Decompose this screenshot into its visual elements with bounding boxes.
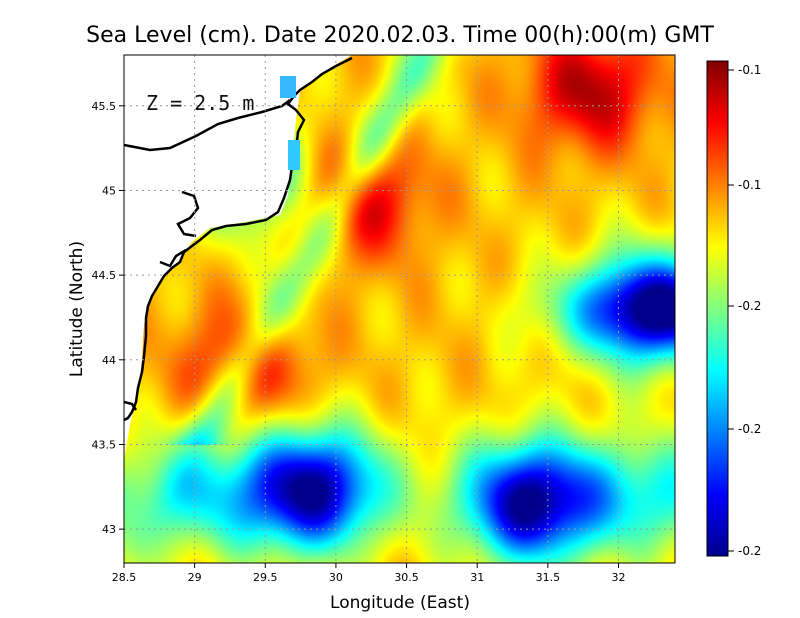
coastline-inlet	[159, 248, 187, 268]
plot-area	[124, 55, 675, 563]
coastline-inlet	[124, 99, 291, 152]
y-axis-label: Latitude (North)	[67, 241, 87, 377]
depth-annotation: Z = 2.5 m	[146, 91, 254, 115]
y-tick-label: 44	[102, 354, 116, 367]
x-tick-label: 29	[188, 571, 202, 584]
y-tick-label: 44.5	[92, 269, 117, 282]
x-tick-label: 28.5	[112, 571, 137, 584]
coastal-patch	[288, 140, 300, 170]
x-tick-label: 31	[470, 571, 484, 584]
colorbar-frame	[706, 60, 729, 557]
y-tick-label: 45.5	[92, 100, 117, 113]
coastline	[124, 56, 353, 422]
chart-title: Sea Level (cm). Date 2020.02.03. Time 00…	[86, 23, 714, 48]
x-tick-label: 30.5	[394, 571, 419, 584]
x-axis: 28.5 29 29.5 30 30.5 31 31.5 32	[112, 563, 625, 584]
plot-frame	[123, 54, 676, 564]
colorbar-bar	[707, 61, 728, 556]
colorbar-tick-label: -0.1	[738, 63, 761, 77]
coastline-inlet	[176, 190, 200, 238]
y-tick-label: 45	[102, 184, 116, 197]
y-axis: 43 43.5 44 44.5 45 45.5	[92, 100, 124, 536]
x-tick-label: 29.5	[253, 571, 278, 584]
coastal-patch	[280, 76, 296, 98]
y-tick-label: 43	[102, 523, 116, 536]
colorbar-tick-label: -0.2	[738, 299, 761, 313]
x-tick-label: 31.5	[536, 571, 561, 584]
x-tick-label: 32	[611, 571, 625, 584]
x-axis-label: Longitude (East)	[330, 593, 470, 613]
y-tick-label: 43.5	[92, 438, 117, 451]
x-tick-label: 30	[329, 571, 343, 584]
colorbar-tick-label: -0.2	[738, 422, 761, 436]
colorbar: -0.1 -0.1 -0.2 -0.2 -0.2	[706, 60, 761, 558]
colorbar-tick-label: -0.1	[738, 178, 761, 192]
colorbar-ticks: -0.1 -0.1 -0.2 -0.2 -0.2	[728, 63, 761, 558]
colorbar-tick-label: -0.2	[738, 544, 761, 558]
land-mask	[124, 55, 352, 460]
coastline-inlet	[124, 400, 138, 411]
grid	[124, 55, 675, 563]
